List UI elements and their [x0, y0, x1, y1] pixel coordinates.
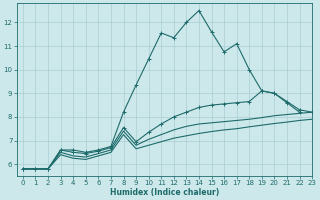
X-axis label: Humidex (Indice chaleur): Humidex (Indice chaleur): [110, 188, 219, 197]
